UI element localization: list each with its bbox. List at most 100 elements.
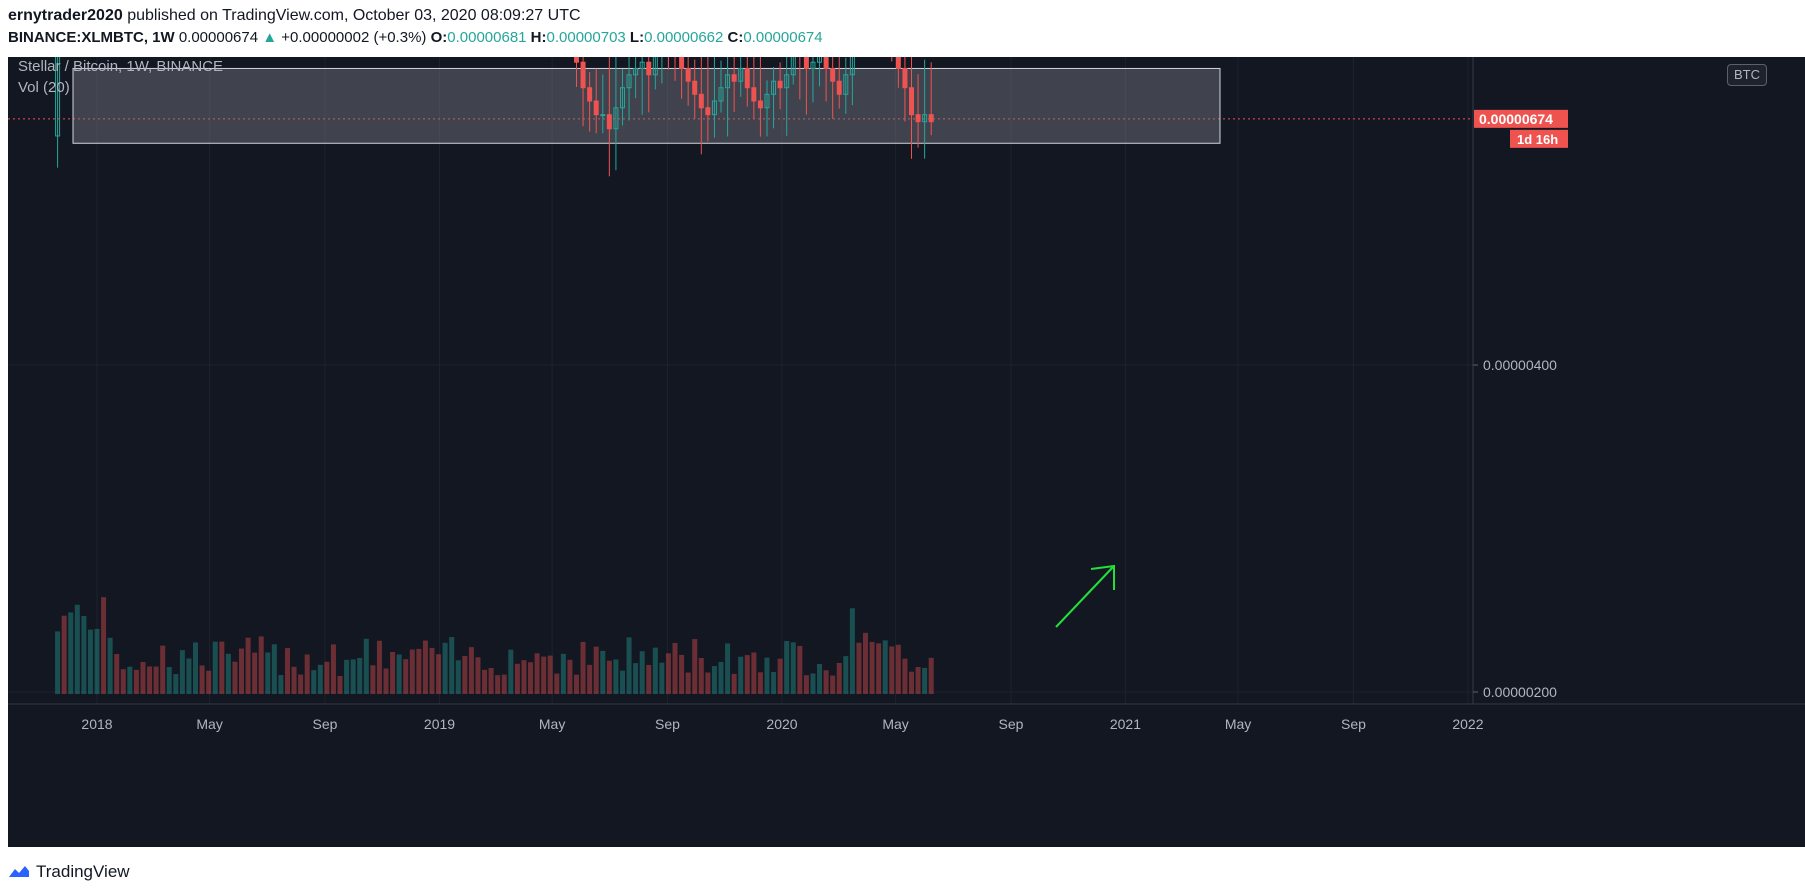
volume-bar — [140, 661, 146, 694]
time-tick-label: May — [1225, 716, 1251, 732]
volume-bar — [646, 664, 652, 694]
volume-bar — [639, 651, 645, 694]
open-label: O: — [430, 29, 448, 46]
candle — [593, 68, 599, 134]
candle — [915, 74, 921, 148]
candle — [908, 49, 914, 159]
volume-bar — [133, 669, 139, 694]
volume-bar — [843, 656, 849, 694]
candle — [600, 74, 606, 134]
candle — [587, 72, 593, 132]
volume-bar — [212, 641, 218, 694]
volume-bar — [376, 640, 382, 694]
candle-body — [619, 87, 625, 109]
candle — [764, 80, 770, 137]
volume-bar — [317, 664, 323, 694]
candle-body — [902, 67, 908, 89]
volume-bar — [810, 673, 816, 694]
candle — [613, 44, 619, 171]
volume-bar — [147, 666, 153, 694]
candle-body — [580, 61, 586, 89]
candle-body — [685, 67, 691, 82]
candle-body — [803, 55, 809, 69]
volume-bar — [298, 674, 304, 694]
candle-body — [757, 100, 763, 109]
volume-bar — [725, 643, 731, 694]
high-value: 0.00000703 — [546, 29, 626, 46]
low-label: L: — [629, 29, 645, 46]
volume-bar — [501, 674, 507, 694]
volume-bar — [370, 665, 376, 694]
volume-bar — [81, 616, 87, 694]
volume-bar — [593, 646, 599, 694]
low-value: 0.00000662 — [644, 29, 724, 46]
volume-bar — [672, 642, 678, 694]
volume-bar — [882, 640, 888, 694]
volume-bar — [626, 637, 632, 694]
volume-bar — [468, 647, 474, 694]
brand-name[interactable]: TradingView — [36, 862, 130, 881]
support-zone — [72, 67, 1221, 144]
volume-bar — [902, 658, 908, 694]
volume-bar — [173, 674, 179, 694]
up-triangle-icon: ▲ — [262, 29, 278, 46]
candle — [836, 53, 842, 109]
currency-badge[interactable]: BTC — [1727, 64, 1767, 86]
candle — [849, 0, 855, 106]
zones — [72, 67, 1221, 144]
candle-body — [613, 107, 619, 130]
volume-bar — [830, 675, 836, 694]
volume-bar — [534, 653, 540, 694]
volume-bar — [797, 645, 803, 694]
price-chart[interactable]: 0.000070000.000065000.000060000.00005500… — [8, 0, 1805, 847]
volume-bar — [679, 654, 685, 694]
volume-bar — [462, 655, 468, 694]
volume-bar — [711, 666, 717, 694]
candle — [889, 0, 895, 62]
candle — [757, 52, 763, 137]
candle — [777, 62, 783, 110]
candle-body — [777, 80, 783, 89]
candle — [606, 54, 612, 177]
volume-bars — [55, 597, 934, 694]
volume-legend: Vol (20) — [18, 79, 70, 96]
candle-body — [823, 55, 829, 69]
volume-bar — [803, 675, 809, 694]
author-name[interactable]: ernytrader2020 — [8, 7, 123, 24]
volume-bar — [895, 644, 901, 694]
candle — [771, 67, 777, 129]
volume-bar — [698, 658, 704, 694]
last-price: 0.00000674 — [178, 29, 259, 46]
time-tick-label: Sep — [998, 716, 1023, 732]
volume-bar — [665, 653, 671, 694]
volume-bar — [777, 658, 783, 694]
volume-bar — [429, 647, 435, 694]
volume-bar — [567, 659, 573, 694]
volume-bar — [278, 675, 284, 694]
volume-bar — [87, 629, 93, 694]
time-tick-label: 2019 — [424, 716, 455, 732]
close-label: C: — [727, 29, 744, 46]
time-tick-label: Sep — [1341, 716, 1366, 732]
volume-bar — [856, 642, 862, 694]
candle-body — [587, 87, 593, 102]
volume-bar — [409, 649, 415, 694]
chart-area[interactable]: 0.000070000.000065000.000060000.00005500… — [8, 0, 1805, 847]
time-tick-label: 2021 — [1110, 716, 1141, 732]
volume-bar — [265, 652, 271, 694]
volume-bar — [738, 656, 744, 694]
volume-bar — [193, 642, 199, 694]
volume-bar — [68, 612, 74, 694]
volume-bar — [324, 661, 330, 694]
volume-bar — [869, 641, 875, 694]
volume-bar — [587, 664, 593, 694]
volume-bar — [284, 648, 290, 694]
volume-bar — [114, 653, 120, 694]
countdown-tag — [1510, 129, 1568, 148]
volume-bar — [219, 641, 225, 694]
open-value: 0.00000681 — [447, 29, 527, 46]
volume-bar — [915, 667, 921, 694]
volume-bar — [291, 666, 297, 694]
candle-body — [744, 67, 750, 89]
candle — [619, 69, 625, 126]
